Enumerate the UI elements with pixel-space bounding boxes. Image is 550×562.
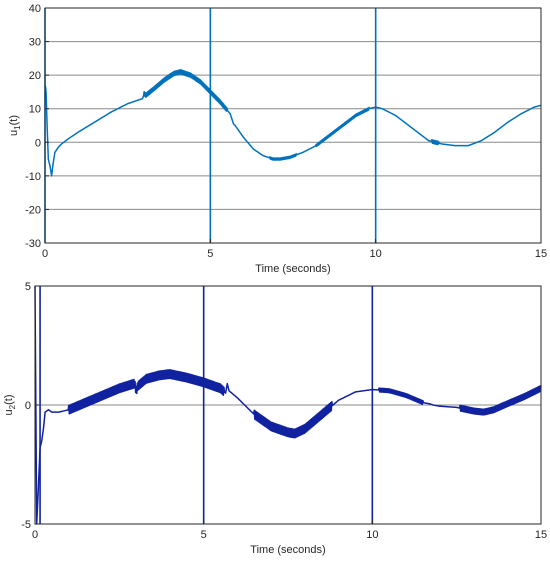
y-tick-label: -30 bbox=[25, 238, 41, 250]
x-axis-label: Time (seconds) bbox=[255, 263, 330, 275]
x-tick-label: 10 bbox=[366, 529, 378, 541]
y-tick-label: 30 bbox=[29, 37, 41, 49]
x-tick-label: 15 bbox=[535, 529, 547, 541]
x-tick-label: 5 bbox=[207, 248, 213, 260]
y-tick-label: 20 bbox=[29, 70, 41, 82]
plot-area bbox=[45, 8, 541, 243]
axes-frame bbox=[44, 7, 542, 244]
y-tick-label: 0 bbox=[25, 400, 31, 412]
x-tick-label: 0 bbox=[32, 529, 38, 541]
y-axis-label: u2(t) bbox=[3, 395, 17, 416]
y-tick-label: 10 bbox=[29, 104, 41, 116]
chart-u1: 0 5 10 15 -30 -20 -10 0 10 20 30 40 Time (seconds) u1… bbox=[8, 3, 547, 275]
y-tick-label: -10 bbox=[25, 171, 41, 183]
y-tick-label: -20 bbox=[25, 204, 41, 216]
series-line bbox=[44, 69, 542, 177]
x-tick-label: 10 bbox=[370, 248, 382, 260]
y-tick-label: -5 bbox=[21, 519, 31, 531]
x-tick-label: 15 bbox=[535, 248, 547, 260]
y-tick-label: 40 bbox=[29, 3, 41, 15]
y-tick-label: 5 bbox=[25, 281, 31, 293]
x-axis-label: Time (seconds) bbox=[250, 544, 325, 556]
y-axis-label: u1(t) bbox=[8, 115, 22, 136]
series-line bbox=[34, 285, 542, 525]
x-tick-label: 5 bbox=[201, 529, 207, 541]
y-tick-label: 0 bbox=[35, 137, 41, 149]
x-tick-label: 0 bbox=[42, 248, 48, 260]
